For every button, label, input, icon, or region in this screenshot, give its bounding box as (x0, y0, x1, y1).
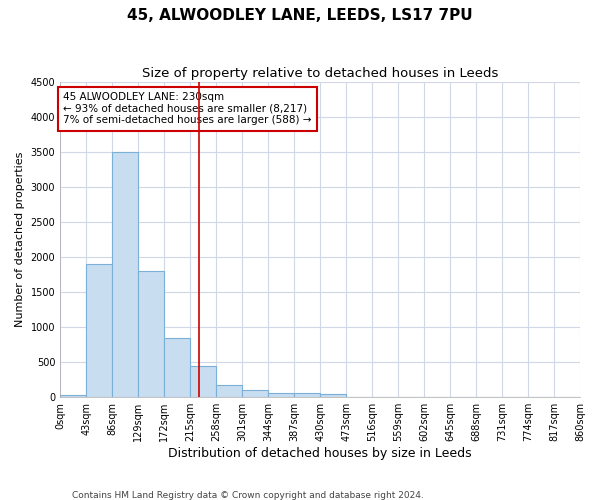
Bar (164, 338, 190, 397)
Text: 45 ALWOODLEY LANE: 230sqm
← 93% of detached houses are smaller (8,217)
7% of sem: 45 ALWOODLEY LANE: 230sqm ← 93% of detac… (63, 92, 311, 126)
Bar (190, 366, 216, 397)
Bar (294, 394, 320, 397)
Bar (242, 390, 268, 397)
Y-axis label: Number of detached properties: Number of detached properties (15, 152, 25, 327)
Bar (60, 395, 86, 397)
Bar (216, 385, 242, 397)
Title: Size of property relative to detached houses in Leeds: Size of property relative to detached ho… (142, 68, 498, 80)
Bar (138, 271, 164, 397)
Bar (320, 394, 346, 397)
X-axis label: Distribution of detached houses by size in Leeds: Distribution of detached houses by size … (168, 447, 472, 460)
Text: Contains HM Land Registry data © Crown copyright and database right 2024.: Contains HM Land Registry data © Crown c… (72, 490, 424, 500)
Bar (86, 264, 112, 397)
Bar (268, 392, 294, 397)
Bar (112, 152, 138, 397)
Text: 45, ALWOODLEY LANE, LEEDS, LS17 7PU: 45, ALWOODLEY LANE, LEEDS, LS17 7PU (127, 8, 473, 22)
